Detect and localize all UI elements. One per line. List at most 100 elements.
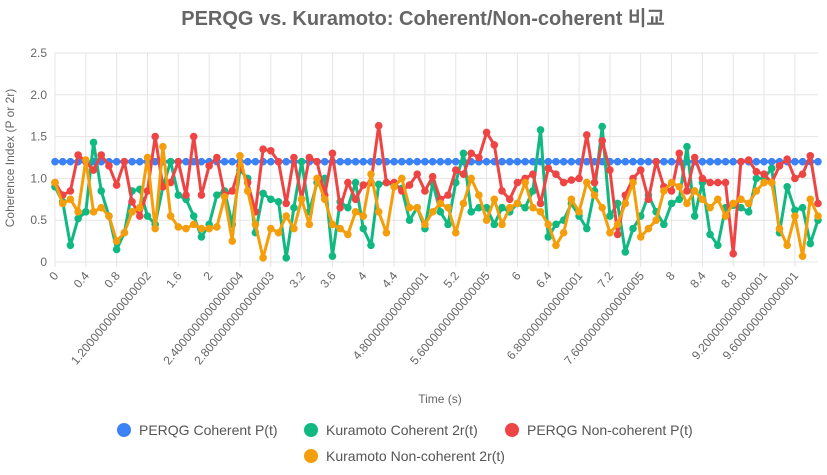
data-point [721, 178, 730, 187]
data-point [213, 153, 221, 162]
data-point [282, 157, 291, 166]
data-point [398, 174, 406, 183]
data-point [714, 157, 722, 166]
data-point [182, 224, 190, 233]
data-point [259, 254, 267, 262]
data-point [706, 203, 714, 212]
data-point [752, 174, 761, 183]
data-point [721, 157, 730, 166]
legend-label: PERQG Non-coherent P(t) [527, 422, 693, 438]
data-point [382, 228, 391, 237]
data-point [536, 208, 545, 216]
data-point [159, 142, 167, 151]
data-point [706, 157, 714, 166]
data-point [297, 195, 306, 204]
data-point [783, 241, 791, 250]
data-point [652, 216, 660, 224]
data-point [197, 224, 206, 233]
data-point [814, 199, 822, 208]
data-point [282, 199, 291, 208]
data-point [498, 220, 506, 229]
data-point [606, 212, 614, 220]
y-tick-label: 2.5 [30, 46, 47, 60]
data-point [182, 157, 190, 166]
data-point [405, 157, 414, 166]
data-point [660, 187, 668, 195]
data-point [498, 203, 506, 212]
data-point [490, 141, 499, 149]
data-point [760, 178, 768, 187]
data-point [436, 157, 445, 166]
data-point [236, 152, 244, 160]
data-point [798, 170, 807, 179]
x-axis-ticks: 0 0.4 0.81.2000000000000002 1.6 22.400000000… [46, 269, 801, 368]
data-point [159, 182, 167, 191]
data-point [89, 208, 98, 216]
data-point [737, 157, 745, 166]
data-point [82, 156, 90, 164]
data-point [498, 157, 506, 166]
data-point [189, 220, 198, 229]
data-point [729, 199, 738, 208]
data-point [251, 157, 260, 166]
data-point [328, 149, 337, 158]
data-point [590, 178, 599, 187]
y-tick-label: 0.5 [30, 213, 47, 227]
data-point [814, 157, 822, 166]
data-point [428, 208, 437, 216]
data-point [714, 178, 722, 187]
data-point [513, 178, 522, 187]
x-tick-label: 2 [200, 269, 215, 283]
data-point [174, 157, 183, 166]
data-point [652, 157, 660, 166]
data-point [390, 182, 398, 191]
data-point [66, 241, 75, 250]
data-point [151, 224, 159, 233]
data-point [367, 170, 375, 179]
data-point [274, 228, 283, 237]
data-point [421, 220, 429, 229]
data-point [544, 220, 553, 229]
data-point [698, 195, 707, 204]
data-point [482, 128, 491, 137]
x-axis-title: Time (s) [418, 392, 462, 406]
data-point [791, 174, 799, 183]
x-tick-label: 0 [46, 269, 61, 283]
data-point [428, 157, 437, 166]
data-point [89, 166, 98, 174]
data-point [798, 252, 807, 260]
x-tick-label: 4 [355, 269, 370, 283]
data-point [351, 208, 360, 216]
data-point [97, 203, 106, 212]
data-point [621, 157, 630, 166]
data-point [213, 223, 221, 231]
data-point [166, 178, 175, 187]
data-point [582, 157, 591, 166]
data-point [174, 191, 183, 199]
data-point [413, 203, 422, 212]
data-point [205, 224, 213, 233]
data-point [744, 156, 753, 164]
data-point [182, 191, 190, 199]
data-point [767, 157, 776, 166]
data-point [66, 195, 75, 204]
data-point [320, 195, 329, 204]
data-point [105, 162, 113, 170]
data-point [459, 170, 468, 179]
series-1 [51, 157, 822, 166]
data-point [791, 157, 799, 166]
data-point [798, 157, 807, 166]
data-point [313, 157, 321, 166]
x-tick-label: 3.2 [286, 269, 308, 291]
x-tick-label: 8.4 [687, 269, 709, 291]
data-point [660, 157, 668, 166]
data-point [505, 157, 514, 166]
data-point [529, 187, 537, 195]
data-point [259, 189, 267, 198]
data-point [374, 157, 383, 166]
data-point [205, 162, 213, 170]
data-point [97, 151, 106, 159]
data-point [259, 145, 267, 153]
data-point [143, 187, 152, 195]
data-point [613, 157, 622, 166]
